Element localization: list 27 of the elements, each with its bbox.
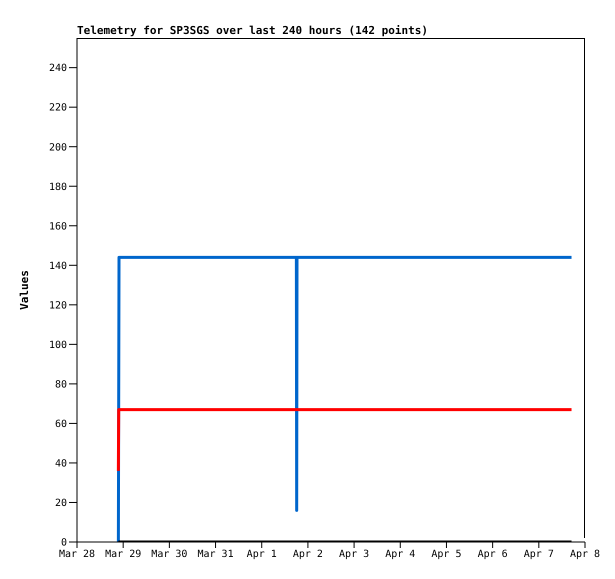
y-tick-label: 0 [60, 538, 67, 549]
x-tick-label: Apr 7 [524, 549, 554, 560]
x-tick-label: Apr 8 [570, 549, 600, 560]
y-tick-label: 60 [54, 418, 67, 430]
x-tick-label: Apr 3 [339, 549, 370, 560]
y-tick-label: 220 [48, 102, 67, 114]
y-tick-label: 20 [54, 498, 67, 510]
y-tick-label: 40 [54, 458, 67, 470]
y-tick-label: 240 [48, 63, 67, 74]
y-tick-label: 200 [48, 142, 67, 154]
x-tick-label: Apr 2 [292, 549, 323, 560]
y-tick-label: 100 [48, 340, 67, 351]
y-tick-label: 140 [48, 260, 67, 272]
x-tick-label: Mar 30 [151, 549, 188, 560]
y-tick-label: 120 [48, 300, 67, 312]
x-tick-label: Mar 29 [105, 549, 142, 560]
y-tick-label: 160 [48, 221, 67, 232]
x-tick-label: Apr 4 [385, 549, 416, 560]
x-tick-label: Mar 28 [58, 549, 96, 560]
x-tick-label: Mar 31 [197, 549, 234, 560]
chart-title: Telemetry for SP3SGS over last 240 hours (142 points) [77, 24, 428, 37]
y-axis-title: Values [18, 270, 31, 310]
x-tick-label: Apr 5 [431, 549, 462, 560]
x-tick-label: Apr 6 [478, 549, 508, 560]
y-tick-label: 80 [54, 379, 67, 390]
y-tick-label: 180 [48, 182, 67, 193]
x-tick-label: Apr 1 [246, 549, 277, 560]
